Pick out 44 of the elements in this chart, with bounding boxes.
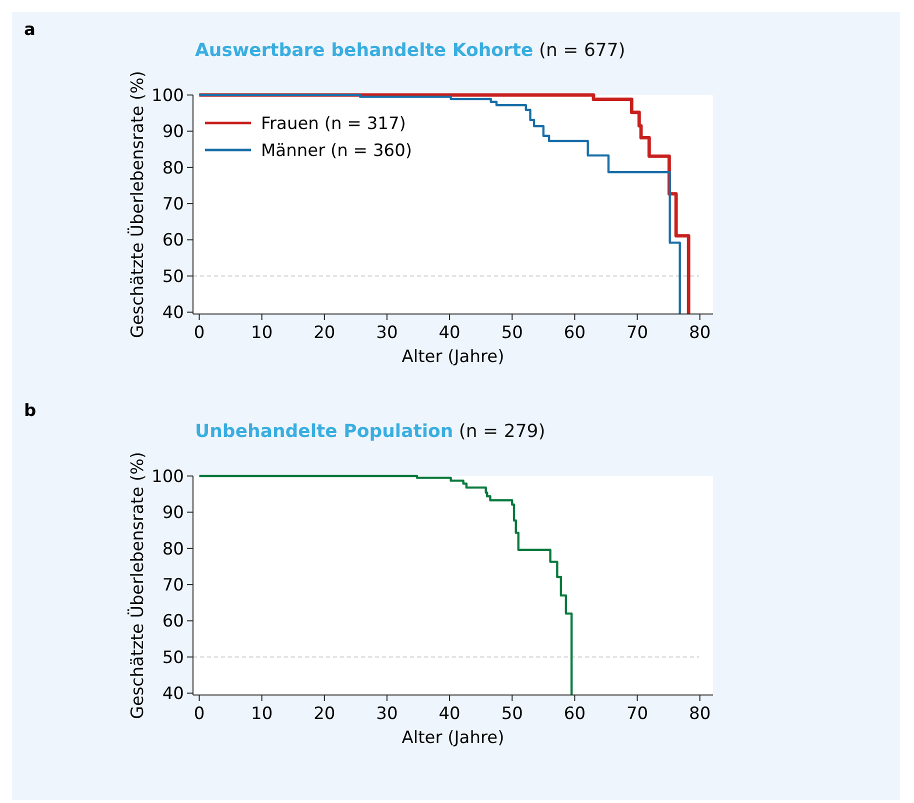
legend-label: Männer (n = 360)	[261, 140, 412, 161]
chart-subtitle: (n = 279)	[453, 421, 546, 442]
x-tick-label: 70	[626, 704, 648, 724]
x-tick-label: 50	[501, 704, 523, 724]
y-tick-label: 90	[162, 503, 184, 524]
x-tick-label: 80	[689, 323, 711, 343]
y-axis-title: Geschätzte Überlebensrate (%)	[127, 452, 148, 720]
y-tick-label: 50	[162, 266, 184, 287]
chart-title: Auswertbare behandelte Kohorte	[195, 40, 534, 61]
x-tick-label: 0	[194, 323, 205, 343]
x-axis-title: Alter (Jahre)	[402, 347, 504, 367]
x-tick-label: 70	[626, 323, 648, 343]
y-tick-label: 40	[162, 303, 184, 324]
y-tick-label: 50	[162, 648, 184, 668]
x-tick-label: 10	[251, 323, 273, 343]
x-tick-label: 20	[314, 323, 336, 343]
text: a	[24, 20, 36, 40]
x-tick-label: 20	[314, 704, 336, 724]
y-axis-title: Geschätzte Überlebensrate (%)	[127, 70, 148, 338]
x-axis-title: Alter (Jahre)	[402, 728, 504, 748]
y-tick-label: 100	[152, 86, 184, 106]
x-tick-label: 40	[438, 704, 460, 724]
y-tick-label: 40	[162, 684, 184, 704]
chart-subtitle: (n = 677)	[533, 40, 626, 61]
legend-label: Frauen (n = 317)	[261, 114, 406, 134]
y-tick-label: 100	[152, 466, 184, 487]
x-tick-label: 60	[564, 704, 586, 724]
x-tick-label: 80	[689, 704, 711, 724]
y-tick-label: 80	[162, 158, 184, 178]
chart-title: Unbehandelte Population	[195, 421, 454, 442]
text: b	[24, 401, 36, 421]
y-tick-label: 90	[162, 122, 184, 142]
y-tick-label: 80	[162, 539, 184, 560]
x-tick-label: 40	[438, 323, 460, 343]
x-tick-label: 30	[376, 704, 398, 724]
x-tick-label: 60	[564, 323, 586, 343]
y-tick-label: 70	[162, 194, 184, 215]
y-tick-label: 60	[162, 230, 184, 251]
x-tick-label: 0	[194, 704, 205, 724]
y-tick-label: 60	[162, 612, 184, 632]
x-tick-label: 30	[376, 323, 398, 343]
y-tick-label: 70	[162, 576, 184, 596]
x-tick-label: 50	[501, 323, 523, 343]
x-tick-label: 10	[251, 704, 273, 724]
